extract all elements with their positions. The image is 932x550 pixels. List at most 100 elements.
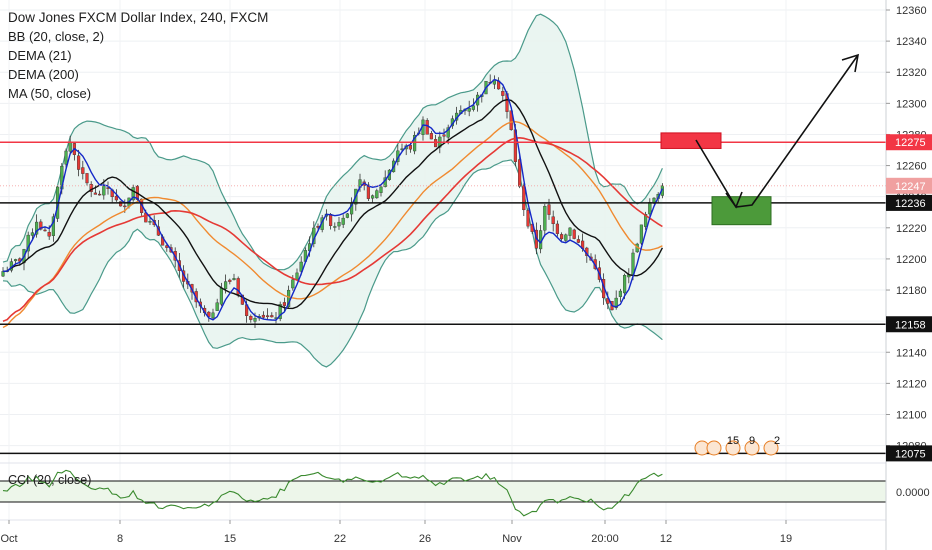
moving-averages	[2, 78, 664, 329]
candle-body	[614, 297, 618, 308]
candle-body	[413, 134, 417, 152]
candle-body	[43, 229, 47, 232]
price-tick-label: 12100	[896, 409, 927, 421]
event-badges[interactable]: 15 9 2	[694, 435, 780, 456]
candle-body	[341, 217, 345, 225]
candle-body	[114, 195, 118, 201]
candle-body	[76, 155, 81, 170]
price-tag-label: 12275	[895, 137, 926, 149]
candle-body	[223, 281, 228, 290]
time-tick-label: 20:00	[591, 533, 619, 545]
candle-body	[118, 201, 123, 207]
time-tick-label: Nov	[502, 533, 522, 545]
indicator-dema21-label[interactable]: DEMA (21)	[8, 48, 72, 63]
candle-body	[295, 272, 299, 280]
candle-body	[337, 221, 341, 227]
price-tick-label: 12120	[896, 378, 927, 390]
price-tick-label: 12260	[896, 161, 927, 173]
arrowhead-up	[841, 53, 860, 73]
candle-body	[429, 133, 433, 140]
candle-body	[68, 142, 72, 152]
drawing-zones[interactable]	[660, 132, 772, 226]
indicator-dema200-label[interactable]: DEMA (200)	[8, 67, 79, 82]
candle-body	[543, 205, 547, 231]
cci-line	[2, 469, 663, 517]
candle-body	[366, 184, 370, 199]
price-tag-12236	[886, 194, 932, 211]
candle-body	[81, 167, 85, 174]
candle-body	[13, 259, 18, 262]
candle-body	[639, 224, 643, 244]
candle-body	[333, 226, 337, 228]
candle-body	[648, 202, 652, 215]
time-axis[interactable]: Oct 8 15 22 26 Nov 20:00 12 19	[0, 520, 792, 545]
indicator-ma50-label[interactable]: MA (50, close)	[8, 86, 92, 101]
price-tag-12275	[886, 134, 932, 151]
cci-pane	[0, 462, 886, 521]
candle-body	[291, 279, 295, 289]
time-tick-label: 26	[419, 533, 431, 545]
candle-body	[568, 227, 572, 236]
candle-body	[39, 221, 43, 230]
price-tag-label: 12158	[895, 319, 926, 331]
candle-body	[371, 195, 375, 199]
candle-body	[64, 150, 68, 165]
candle-body	[572, 229, 576, 239]
candle-body	[287, 289, 291, 307]
target-zone	[711, 196, 772, 226]
candle-body	[47, 231, 51, 237]
time-tick-label: Oct	[0, 533, 17, 545]
resistance-zone	[660, 132, 722, 149]
candle-body	[232, 278, 236, 281]
event-flag-icon	[744, 440, 760, 456]
event-flag-icon	[763, 440, 779, 456]
price-tick-label: 12300	[896, 98, 927, 110]
candle-body	[253, 318, 257, 322]
price-tick-label: 12180	[896, 285, 927, 297]
price-tick-label: 12220	[896, 223, 927, 235]
arrowhead-down	[725, 191, 743, 209]
candle-body	[35, 221, 39, 235]
candle-body	[1, 271, 5, 277]
candle-body	[51, 216, 55, 236]
time-tick-label: 15	[224, 533, 236, 545]
time-tick-label: 12	[660, 533, 672, 545]
candle-body	[228, 279, 232, 282]
candle-body	[148, 221, 152, 223]
bb-upper-line	[2, 13, 663, 271]
bollinger-bands	[2, 13, 663, 368]
candle-body	[522, 185, 526, 211]
projection-path	[695, 54, 859, 208]
dema21-line	[2, 78, 664, 321]
cci-band-fill	[0, 481, 886, 502]
cci-indicator-label[interactable]: CCI (20, close)	[8, 473, 92, 487]
price-tick-label: 12320	[896, 67, 927, 79]
symbol-title[interactable]: Dow Jones FXCM Dollar Index, 240, FXCM	[8, 10, 269, 25]
candle-body	[249, 316, 253, 320]
candle-body	[471, 105, 475, 110]
candle-body	[131, 187, 135, 201]
candle-body	[564, 234, 568, 241]
event-badge-count: 15	[727, 435, 739, 447]
candle-body	[434, 139, 438, 148]
candle-body	[266, 315, 270, 318]
price-tag-12075	[886, 445, 932, 462]
cci-axis-label: 0.0000	[896, 487, 930, 499]
candle-body	[526, 210, 530, 227]
candle-body	[644, 214, 648, 227]
projection-arrows[interactable]	[695, 53, 860, 209]
candle-body	[270, 315, 274, 318]
indicator-bb-label[interactable]: BB (20, close, 2)	[8, 29, 105, 44]
candle-body	[85, 173, 89, 184]
time-tick-label: 22	[334, 533, 346, 545]
candle-body	[97, 193, 102, 196]
price-axis[interactable]: 1208012100121201214012160121801220012220…	[885, 0, 932, 550]
candle-body	[576, 239, 580, 243]
time-tick-label: 8	[117, 533, 123, 545]
price-tag-label: 12075	[895, 448, 926, 460]
candle-body	[379, 186, 383, 193]
candle-body	[618, 290, 622, 297]
bb-fill	[3, 14, 663, 367]
time-tick-label: 19	[780, 533, 792, 545]
